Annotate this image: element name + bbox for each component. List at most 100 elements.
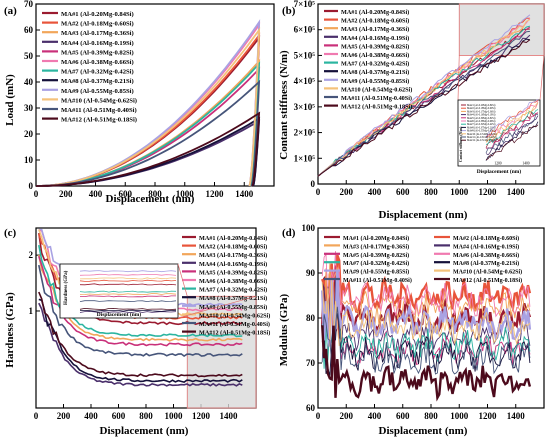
inset-series-line xyxy=(79,273,177,276)
panel-c-ylabel: Hardness (GPa) xyxy=(4,292,16,368)
legend-label: MA#11 (Al-0.51Mg-0.40Si) xyxy=(199,321,270,328)
inset-series-line xyxy=(485,99,539,138)
inset-series-line xyxy=(485,112,539,150)
series-line xyxy=(317,14,531,177)
x-tick-label: 1200 xyxy=(192,411,211,421)
legend-label: MA#2 (Al-0.18Mg-0.60Si) xyxy=(199,244,267,251)
panel-d-xlabel: Displacement (nm) xyxy=(379,425,468,437)
series-line xyxy=(38,254,243,342)
panel-c: (c) 0 200 400 600 800 1000 1200 1400 1 2 MA#1 (Al-… xyxy=(4,227,270,437)
inset-legend-label: MA#1 (Al-0.20Mg-0.84Si) xyxy=(467,104,495,107)
legend-label: MA#2 (Al-0.18Mg-0.60Si) xyxy=(453,235,519,242)
y-tick-label: 0 xyxy=(311,179,316,189)
x-tick-label: 200 xyxy=(59,189,73,199)
x-tick-label: 1000 xyxy=(165,411,184,421)
panel-a-axes: 0 200 400 600 800 1000 1200 1400 0 10 20 30 40 50 60 70… xyxy=(24,0,275,199)
inset-legend-label: MA#10 (Al-0.54Mg-0.62Si) xyxy=(467,133,497,136)
series-line xyxy=(321,254,532,319)
panel-a-label: (a) xyxy=(4,5,17,17)
legend-label: MA#7 (Al-0.32Mg-0.42Si) xyxy=(343,260,409,267)
inset-connector xyxy=(177,295,257,319)
legend-label: MA#5 (Al-0.39Mg-0.82Si) xyxy=(199,269,267,276)
legend-label: MA#10 (Al-0.54Mg-0.62Si) xyxy=(61,97,137,104)
series-line xyxy=(321,251,531,318)
y-tick-label: 70 xyxy=(24,0,34,9)
x-tick-label: 200 xyxy=(340,187,354,197)
legend-label: MA#9 (Al-0.55Mg-0.85Si) xyxy=(343,269,409,276)
y-tick-label: 40 xyxy=(24,77,34,87)
x-tick-label: 1200 xyxy=(479,187,498,197)
x-tick-label: 1000 xyxy=(450,187,469,197)
series-line xyxy=(317,39,531,177)
series-line xyxy=(36,111,261,187)
y-tick-label: 50 xyxy=(24,51,34,61)
legend-label: MA#6 (Al-0.38Mg-0.66Si) xyxy=(341,52,409,59)
x-tick-label: 600 xyxy=(119,189,133,199)
y-tick-label: 3×10⁵ xyxy=(294,102,316,112)
y-tick-label: 4×10⁵ xyxy=(294,76,316,86)
inset-legend-label: MA#3 (Al-0.17Mg-0.36Si) xyxy=(467,110,495,113)
inset-series-line xyxy=(485,111,539,149)
x-tick-label: 800 xyxy=(424,411,438,421)
y-tick-label: 6×10⁵ xyxy=(294,25,316,35)
series-line xyxy=(321,310,531,376)
x-tick-label: 1200 xyxy=(479,411,498,421)
panel-c-axes: 0 200 400 600 800 1000 1200 1400 1 2 MA#1 (Al-0.20… xyxy=(29,227,270,421)
inset-ylabel: Hardness (GPa) xyxy=(64,270,69,305)
series-line xyxy=(321,292,531,369)
inset-series-line xyxy=(79,295,176,298)
inset-xlabel: Displacement (nm) xyxy=(477,168,522,175)
y-tick-label: 7×10⁵ xyxy=(294,0,316,9)
legend-label: MA#4 (Al-0.16Mg-0.19Si) xyxy=(341,35,409,42)
inset-series-line xyxy=(79,300,177,303)
inset-connector xyxy=(457,55,460,101)
series-line xyxy=(38,255,243,347)
panel-c-label: (c) xyxy=(4,227,17,239)
legend-label: MA#6 (Al-0.38Mg-0.66Si) xyxy=(61,59,134,66)
legend-label: MA#11 (Al-0.51Mg-0.40Si) xyxy=(61,107,137,114)
legend-label: MA#8 (Al-0.37Mg-0.21Si) xyxy=(341,69,409,76)
inset-x-tick-label: 1200 xyxy=(494,162,501,166)
legend-label: MA#6 (Al-0.38Mg-0.66Si) xyxy=(453,252,519,259)
x-tick-label: 1400 xyxy=(507,411,526,421)
x-tick-label: 800 xyxy=(148,189,162,199)
panel-b-ylabel: Contant stiffness (N/m) xyxy=(278,50,290,160)
inset-x-tick-label: 1400 xyxy=(522,162,529,166)
legend-label: MA#11 (Al-0.51Mg-0.40Si) xyxy=(341,95,412,102)
x-tick-label: 1000 xyxy=(450,411,469,421)
x-tick-label: 1400 xyxy=(235,189,254,199)
panel-a-xlabel: Displacement (nm) xyxy=(106,193,195,205)
legend-label: MA#1 (Al-0.20Mg-0.84Si) xyxy=(343,235,409,242)
legend-label: MA#8 (Al-0.37Mg-0.21Si) xyxy=(61,78,134,85)
legend-label: MA#12 (Al-0.51Mg-0.18Si) xyxy=(61,117,137,124)
y-tick-label: 100 xyxy=(302,223,316,233)
legend-label: MA#9 (Al-0.55Mg-0.85Si) xyxy=(61,88,134,95)
y-tick-label: 5×10⁵ xyxy=(294,50,316,60)
inset-series-line xyxy=(485,114,539,154)
panel-b: (b) 0 200 400 600 800 1000 1200 1400 0 1×10⁵ 2×10⁵… xyxy=(278,0,545,221)
inset-legend-label: MA#9 (Al-0.55Mg-0.85Si) xyxy=(467,130,495,133)
series-line xyxy=(321,325,532,402)
legend-label: MA#7 (Al-0.32Mg-0.42Si) xyxy=(61,69,134,76)
inset-series-line xyxy=(80,309,177,312)
series-line xyxy=(38,291,243,378)
panel-b-axes: 0 200 400 600 800 1000 1200 1400 0 1×10⁵ 2×10⁵ 3×10… xyxy=(294,0,545,197)
x-tick-label: 800 xyxy=(139,411,153,421)
y-tick-label: 1×10⁵ xyxy=(294,153,316,163)
x-tick-label: 0 xyxy=(316,411,321,421)
series-line xyxy=(321,306,531,375)
inset-frame xyxy=(59,263,179,319)
inset-connector xyxy=(177,263,188,297)
inset-series-line xyxy=(485,98,539,138)
panel-b-xlabel: Displacement (nm) xyxy=(379,209,468,221)
inset-legend-label: MA#4 (Al-0.16Mg-0.19Si) xyxy=(467,114,495,117)
series-line xyxy=(321,269,532,347)
x-tick-label: 200 xyxy=(340,411,354,421)
panel-d-ylabel: Modulus (GPa) xyxy=(278,293,290,366)
panel-d-label: (d) xyxy=(282,227,296,239)
legend-label: MA#2 (Al-0.18Mg-0.60Si) xyxy=(61,21,134,28)
inset-series-line xyxy=(79,279,177,282)
y-tick-label: 90 xyxy=(306,268,316,278)
inset-series-line xyxy=(79,283,177,286)
